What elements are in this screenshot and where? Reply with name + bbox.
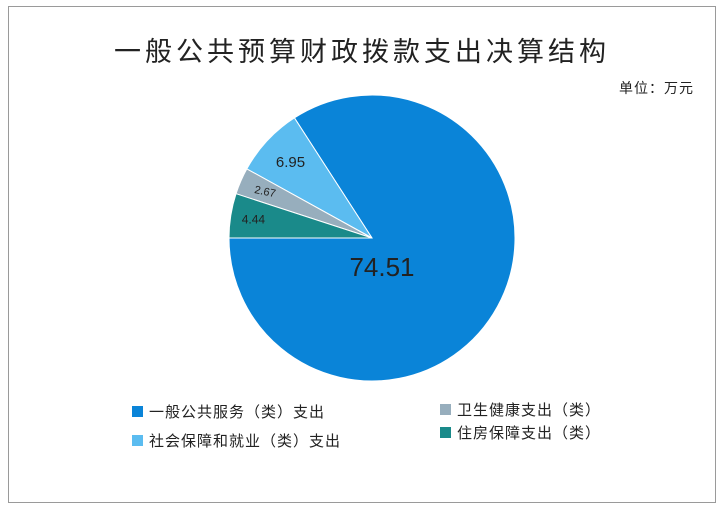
data-label: 6.95	[276, 154, 305, 171]
chart-title: 一般公共预算财政拨款支出决算结构	[114, 37, 610, 68]
data-label: 4.44	[242, 212, 266, 226]
legend-swatch	[132, 406, 143, 417]
data-label: 2.67	[253, 184, 276, 200]
legend-label: 住房保障支出（类）	[457, 424, 602, 442]
legend-item-housing: 住房保障支出（类）	[440, 422, 601, 443]
legend-label: 卫生健康支出（类）	[457, 401, 602, 419]
unit-label: 单位：万元	[619, 81, 694, 97]
slice-housing	[228, 193, 373, 239]
legend-label: 社会保障和就业（类）支出	[149, 432, 342, 450]
legend-item-health: 卫生健康支出（类）	[440, 399, 601, 420]
legend-item-social-security: 社会保障和就业（类）支出	[132, 430, 341, 451]
legend-label: 一般公共服务（类）支出	[149, 403, 326, 421]
legend-swatch	[440, 427, 451, 438]
data-label: 74.51	[349, 252, 414, 282]
legend-item-general-public-services: 一般公共服务（类）支出	[132, 401, 325, 422]
legend-swatch	[132, 435, 143, 446]
legend-swatch	[440, 404, 451, 415]
